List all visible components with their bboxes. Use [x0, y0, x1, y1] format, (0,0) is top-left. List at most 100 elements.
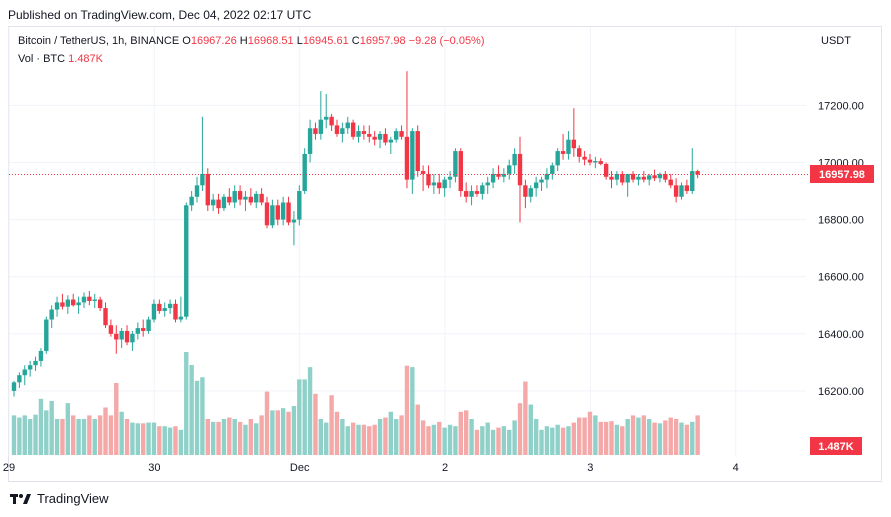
candle [280, 196, 286, 226]
candle [313, 122, 318, 140]
volume-bar [44, 410, 49, 455]
volume-bar [130, 422, 135, 455]
volume-bar [92, 418, 97, 455]
candle [410, 128, 415, 194]
volume-bar [372, 424, 377, 455]
volume-bar [625, 418, 630, 455]
volume-bar [646, 418, 652, 455]
candle [587, 153, 593, 166]
volume-bar [151, 422, 157, 455]
candle [302, 148, 307, 194]
candle [679, 182, 684, 200]
candle [490, 168, 496, 189]
candle [485, 176, 490, 194]
volume-bar [630, 415, 636, 455]
candle [544, 168, 550, 189]
candle [388, 136, 394, 154]
candle [11, 380, 17, 397]
open-value: 16967.26 [190, 35, 237, 47]
volume-badge: 1.487K [818, 441, 854, 453]
volume-bar [673, 418, 679, 455]
volume-bar [517, 403, 523, 455]
volume-bar [329, 395, 334, 455]
volume-bar [383, 417, 388, 455]
candle [630, 171, 636, 183]
candle [350, 119, 356, 140]
volume-bar [22, 415, 27, 455]
volume-bar [695, 415, 700, 455]
candle [404, 71, 410, 189]
volume-bar [297, 379, 302, 455]
x-axis-labels: 29 30 Dec 2 3 4 [3, 462, 739, 474]
candle [415, 125, 420, 177]
candle [356, 125, 361, 143]
candle [334, 119, 340, 137]
candle [157, 299, 162, 314]
candle [97, 296, 103, 311]
volume-bar [286, 411, 291, 455]
volume-bar [232, 418, 237, 455]
volume-bar [496, 427, 501, 455]
volume-legend: Vol · BTC 1.487K [18, 53, 103, 65]
candle [372, 131, 377, 146]
candle [275, 199, 280, 226]
candle [512, 148, 517, 174]
candle [453, 148, 458, 183]
candle [291, 211, 297, 246]
open-label: O [182, 35, 191, 47]
close-label: C [351, 35, 360, 47]
volume-bar [27, 418, 33, 455]
candle [690, 148, 695, 194]
volume-bar [636, 417, 641, 455]
volume-bar [587, 411, 593, 455]
candle [367, 125, 372, 143]
volume-bar [566, 426, 571, 455]
candle [609, 171, 614, 189]
candle [377, 131, 383, 149]
volume-bar [571, 422, 577, 455]
candle [517, 136, 523, 223]
volume-bar [114, 382, 119, 455]
candle [539, 176, 544, 192]
y-tick-label: 16800.00 [818, 215, 864, 227]
volume-bar [528, 404, 533, 455]
volume-bar [480, 426, 485, 455]
volume-bar [367, 426, 372, 455]
volume-bar [512, 420, 517, 455]
y-tick-label: 16600.00 [818, 272, 864, 284]
candle [151, 299, 157, 323]
x-tick-label: 3 [587, 462, 593, 474]
candle [437, 173, 442, 194]
low-label: L [296, 35, 303, 47]
volume-bar [577, 417, 582, 455]
candle [17, 372, 22, 389]
candle [695, 169, 700, 179]
candle [496, 165, 501, 180]
high-label: H [239, 35, 248, 47]
candle [458, 148, 463, 197]
tradingview-footer[interactable]: TradingView [10, 491, 109, 506]
volume-bar [200, 377, 205, 455]
candle [447, 171, 453, 189]
candle [469, 185, 474, 206]
volume-bar [76, 418, 81, 455]
candle [87, 290, 92, 306]
brand-name: TradingView [37, 491, 109, 506]
volume-bar [11, 415, 17, 455]
last-price-badge-bg [810, 165, 874, 183]
volume-bar [453, 426, 458, 455]
volume-bar [426, 426, 431, 455]
volume-bar [49, 400, 54, 455]
volume-bar [485, 422, 490, 455]
candle [189, 191, 194, 212]
volume-bar [313, 393, 318, 455]
volume-bar [652, 422, 657, 455]
candle [146, 316, 151, 334]
candle [237, 185, 243, 206]
candle [254, 191, 259, 209]
candle [474, 185, 480, 197]
x-tick-label: 30 [148, 462, 160, 474]
candle [636, 173, 641, 186]
volume-bar [275, 410, 280, 455]
